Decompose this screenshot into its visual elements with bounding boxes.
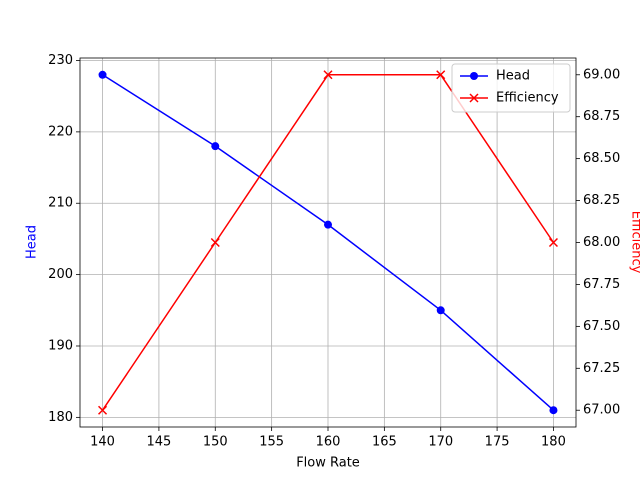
y-tick-label: 180 [48,410,73,425]
x-tick-label: 140 [90,435,115,450]
marker [436,306,445,315]
plot-frame [79,57,577,428]
x-tick-label: 175 [485,435,510,450]
y-tick-label: 200 [48,267,73,282]
x-tick-label: 150 [203,435,228,450]
y-tick-label: 220 [48,124,73,139]
marker [98,70,107,79]
marker [210,237,220,248]
x-tick-label: 165 [372,435,397,450]
marker [470,72,478,80]
y2-tick-label: 68.50 [583,151,620,166]
legend-label: Head [496,69,530,84]
y2-tick-label: 68.75 [583,109,620,124]
y2-tick-label: 67.25 [583,361,620,376]
marker [549,406,558,415]
marker [323,70,333,80]
marker [548,237,558,248]
y2-tick-label: 68.25 [583,193,620,208]
y-axis-label: Head [25,225,40,259]
marker [211,142,220,151]
y2-tick-label: 67.00 [583,403,620,418]
x-tick-label: 155 [259,435,284,450]
y2-axis-label: Efficiency [629,211,640,274]
marker [324,220,332,229]
x-tick-label: 145 [146,435,171,450]
legend-label: Efficiency [496,91,559,106]
y2-tick-label: 69.00 [583,67,620,82]
y-tick-label: 190 [48,338,73,353]
y2-tick-label: 67.50 [583,319,620,334]
legend: Head Efficiency [451,63,571,113]
y2-tick-label: 67.75 [583,277,620,292]
y-tick-label: 230 [48,53,73,68]
x-tick-label: 180 [541,435,566,450]
x-tick-label: 170 [428,435,453,450]
marker [98,405,108,415]
marker [436,70,446,80]
x-axis-label: Flow Rate [296,456,360,471]
y2-tick-label: 68.00 [583,235,620,250]
y-tick-label: 210 [48,196,73,211]
x-tick-label: 160 [316,435,341,450]
marker [469,93,479,103]
